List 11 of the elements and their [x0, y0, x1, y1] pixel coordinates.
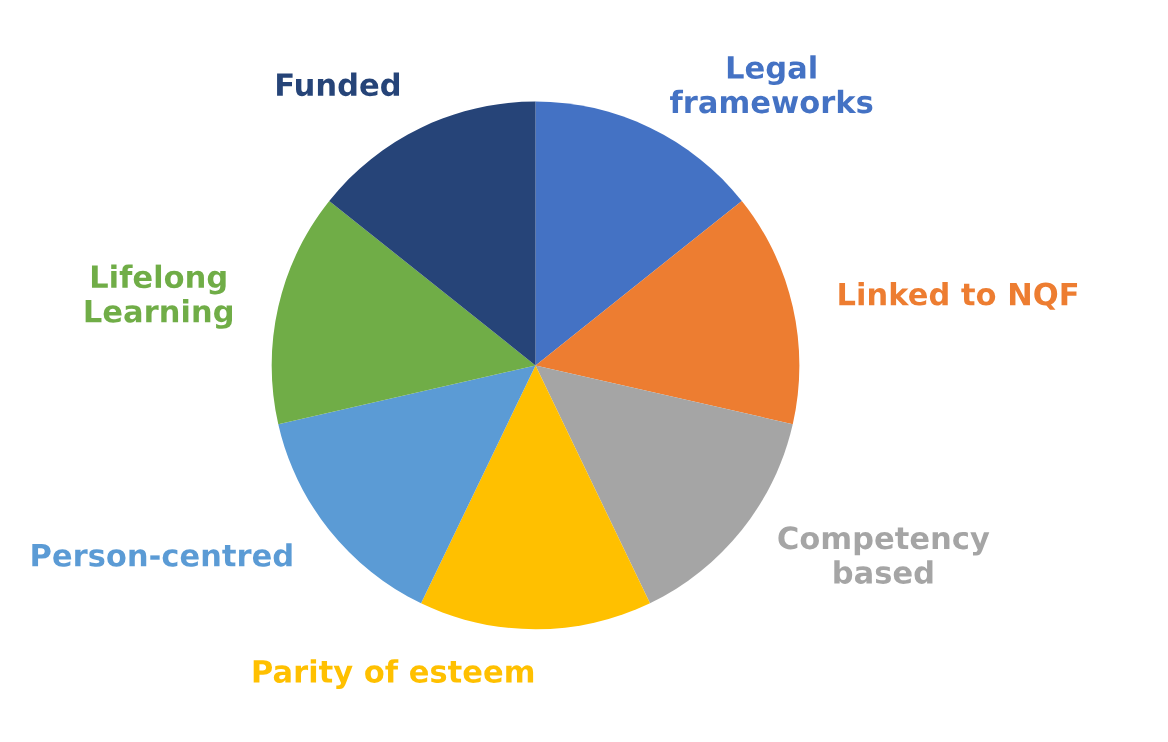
pie-slice	[271, 200, 536, 425]
pie-slice	[421, 365, 651, 630]
pie-slice	[329, 101, 536, 366]
slice-label: Lifelong Learning	[85, 264, 232, 329]
slice-label: Funded	[277, 72, 400, 97]
slice-label: Legal frameworks	[670, 55, 873, 114]
pie-slice	[535, 200, 800, 425]
slice-label: Parity of esteem	[253, 659, 534, 690]
slice-label: Person-centred	[32, 543, 292, 567]
slice-label: Competency based	[778, 526, 990, 584]
slice-label: Linked to NQF	[839, 281, 1078, 310]
